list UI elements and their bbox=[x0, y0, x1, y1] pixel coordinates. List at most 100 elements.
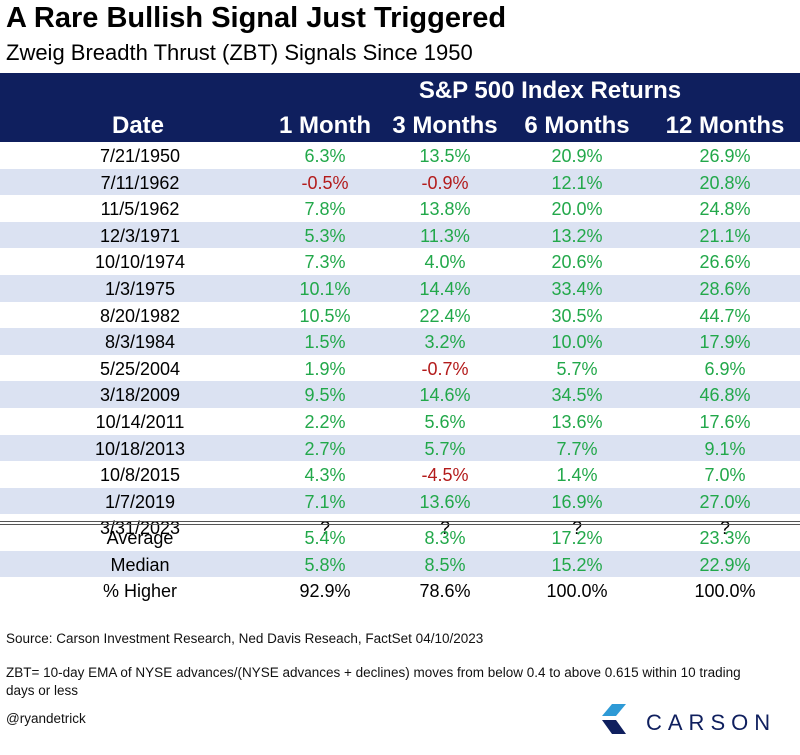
row-date: 7/11/1962 bbox=[100, 172, 180, 193]
chart-subtitle: Zweig Breadth Thrust (ZBT) Signals Since… bbox=[6, 40, 473, 65]
col-header-6m: 6 Months bbox=[524, 112, 630, 139]
summary-value: 92.9% bbox=[299, 581, 351, 602]
row-return-value: -0.9% bbox=[421, 172, 469, 193]
row-return-value: 17.9% bbox=[699, 332, 751, 353]
row-return-value: 6.3% bbox=[304, 146, 346, 166]
carson-logo-icon bbox=[602, 704, 626, 734]
row-return-value: 14.4% bbox=[419, 278, 471, 299]
row-date: 10/8/2015 bbox=[99, 465, 181, 486]
table-row: 10/8/2015 4.3% -4.5% 1.4% 7.0% bbox=[0, 461, 800, 488]
row-return-value: 26.6% bbox=[699, 252, 751, 273]
table-row: 10/14/2011 2.2% 5.6% 13.6% 17.6% bbox=[0, 408, 800, 435]
row-return-value: 20.0% bbox=[551, 199, 603, 220]
row-return-value: 4.3% bbox=[304, 465, 346, 486]
table-divider-bottom bbox=[0, 524, 800, 525]
table-row: 11/5/1962 7.8% 13.8% 20.0% 24.8% bbox=[0, 195, 800, 222]
zbt-definition-line1: ZBT= 10-day EMA of NYSE advances/(NYSE a… bbox=[6, 665, 741, 680]
row-return-value: 13.8% bbox=[419, 199, 471, 220]
summary-value: 8.3% bbox=[424, 528, 466, 548]
row-return-value: 44.7% bbox=[699, 305, 751, 326]
row-date: 7/21/1950 bbox=[99, 146, 181, 166]
row-return-value: 10.1% bbox=[299, 278, 351, 299]
row-return-value: -4.5% bbox=[421, 465, 469, 486]
summary-value: 5.8% bbox=[304, 554, 346, 575]
row-return-value: 2.2% bbox=[304, 411, 346, 432]
row-date: 5/25/2004 bbox=[99, 358, 181, 379]
row-return-value: 26.9% bbox=[699, 146, 751, 166]
table-row: 3/31/2023???? bbox=[0, 514, 800, 541]
summary-value: 15.2% bbox=[551, 554, 603, 575]
row-date: 8/20/1982 bbox=[99, 305, 181, 326]
row-date: 1/7/2019 bbox=[104, 491, 176, 512]
row-return-value: 28.6% bbox=[699, 278, 751, 299]
row-return-value: 12.1% bbox=[551, 172, 603, 193]
summary-label: Average bbox=[106, 528, 174, 548]
summary-value: 100.0% bbox=[546, 581, 608, 602]
table-row: 10/10/1974 7.3% 4.0% 20.6% 26.6% bbox=[0, 248, 800, 275]
row-return-value: 17.6% bbox=[699, 411, 751, 432]
summary-value: 17.2% bbox=[551, 528, 603, 548]
row-date: 8/3/1984 bbox=[104, 332, 176, 353]
row-return-value: 10.0% bbox=[551, 332, 603, 353]
row-date: 10/14/2011 bbox=[95, 411, 185, 432]
summary-value: 23.3% bbox=[699, 528, 751, 548]
col-header-date: Date bbox=[111, 112, 165, 139]
summary-value: 5.4% bbox=[304, 528, 346, 548]
summary-row: Average 5.4% 8.3% 17.2% 23.3% bbox=[0, 524, 800, 551]
row-return-value: 16.9% bbox=[551, 491, 603, 512]
row-return-value: 7.3% bbox=[304, 252, 346, 273]
summary-row: Median 5.8% 8.5% 15.2% 22.9% bbox=[0, 550, 800, 578]
row-return-value: 7.7% bbox=[556, 438, 598, 459]
col-header-3m: 3 Months bbox=[392, 112, 498, 139]
row-return-value: 20.9% bbox=[551, 146, 603, 166]
table-row: 1/7/2019 7.1% 13.6% 16.9% 27.0% bbox=[0, 487, 800, 515]
row-return-value: ? bbox=[719, 518, 730, 539]
row-return-value: 34.5% bbox=[551, 385, 603, 406]
col-header-12m: 12 Months bbox=[665, 112, 785, 139]
summary-label: % Higher bbox=[102, 581, 178, 602]
row-return-value: 11.3% bbox=[420, 225, 470, 246]
table-row: 3/18/2009 9.5% 14.6% 34.5% 46.8% bbox=[0, 381, 800, 408]
row-return-value: 33.4% bbox=[551, 278, 603, 299]
table-divider-top bbox=[0, 521, 800, 522]
row-return-value: ? bbox=[439, 518, 450, 539]
summary-label: Median bbox=[110, 554, 170, 575]
row-date: 1/3/1975 bbox=[104, 278, 176, 299]
row-return-value: 24.8% bbox=[699, 199, 751, 220]
row-return-value: 27.0% bbox=[699, 491, 751, 512]
row-return-value: ? bbox=[319, 518, 330, 539]
row-return-value: 13.5% bbox=[419, 146, 471, 166]
summary-value: 8.5% bbox=[424, 554, 466, 575]
row-date: 3/18/2009 bbox=[99, 385, 181, 406]
row-return-value: 6.9% bbox=[704, 358, 746, 379]
carson-logo-text: CARSON bbox=[646, 710, 777, 735]
row-date: 10/18/2013 bbox=[94, 438, 186, 459]
row-return-value: 5.6% bbox=[424, 411, 466, 432]
row-return-value: 13.2% bbox=[551, 225, 603, 246]
row-return-value: 4.0% bbox=[424, 252, 466, 273]
row-return-value: 13.6% bbox=[419, 491, 471, 512]
row-return-value: 7.0% bbox=[704, 465, 746, 486]
row-return-value: 5.3% bbox=[304, 225, 346, 246]
row-return-value: 14.6% bbox=[419, 385, 471, 406]
table-row: 7/21/1950 6.3% 13.5% 20.9% 26.9% bbox=[0, 142, 800, 169]
row-return-value: 7.8% bbox=[304, 199, 346, 220]
row-return-value: ? bbox=[571, 518, 582, 539]
row-return-value: 3.2% bbox=[424, 332, 466, 353]
row-return-value: 5.7% bbox=[556, 358, 598, 379]
row-return-value: 30.5% bbox=[551, 305, 603, 326]
row-return-value: 13.6% bbox=[551, 411, 603, 432]
source-note: Source: Carson Investment Research, Ned … bbox=[6, 631, 484, 646]
row-return-value: 2.7% bbox=[304, 438, 346, 459]
table-row: 7/11/1962 -0.5% -0.9% 12.1% 20.8% bbox=[0, 168, 800, 196]
carson-logo: CARSON bbox=[598, 700, 778, 740]
row-return-value: 20.6% bbox=[551, 252, 603, 273]
chart-title: A Rare Bullish Signal Just Triggered bbox=[6, 2, 507, 34]
table-row: 1/3/1975 10.1% 14.4% 33.4% 28.6% bbox=[0, 274, 800, 302]
row-return-value: 1.4% bbox=[556, 465, 598, 486]
table-summary: Average 5.4% 8.3% 17.2% 23.3% Median 5.8% 8.5% 1… bbox=[0, 524, 800, 604]
row-return-value: 20.8% bbox=[699, 172, 751, 193]
summary-value: 78.6% bbox=[419, 581, 471, 602]
row-date: 3/31/2023 bbox=[99, 518, 181, 539]
author-handle: @ryandetrick bbox=[6, 711, 86, 726]
